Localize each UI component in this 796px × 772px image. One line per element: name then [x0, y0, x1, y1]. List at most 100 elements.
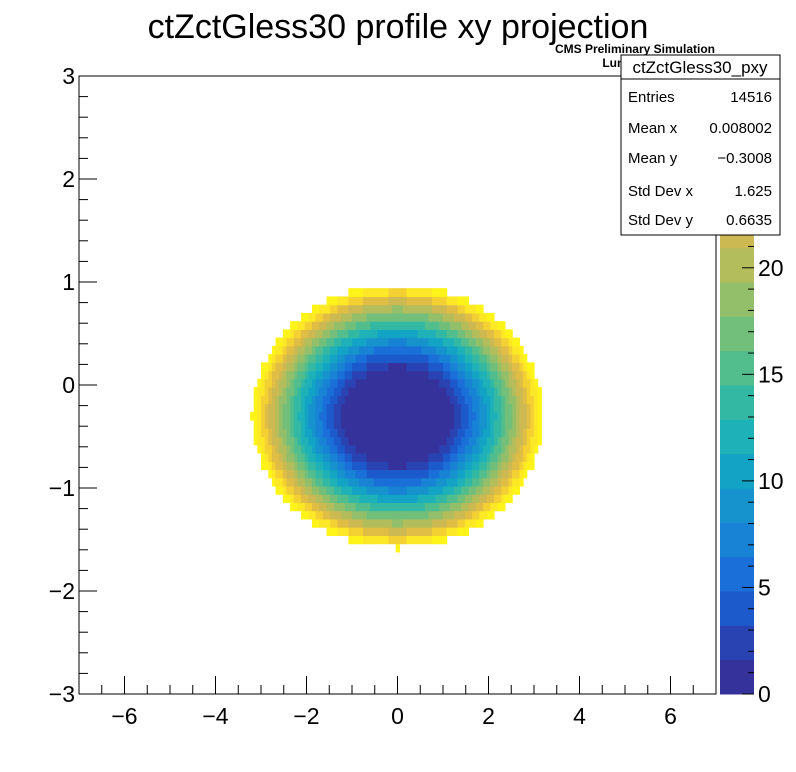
heatmap-cell: [344, 312, 349, 322]
heatmap-cell: [384, 510, 389, 520]
heatmap-cell: [410, 288, 415, 298]
heatmap-cell: [534, 428, 539, 438]
heatmap-cell: [472, 428, 477, 438]
heatmap-cell: [523, 411, 528, 421]
heatmap-cell: [483, 378, 488, 388]
heatmap-cell: [421, 411, 426, 421]
heatmap-cell: [344, 395, 349, 405]
heatmap-cell: [479, 469, 484, 479]
heatmap-cell: [450, 461, 455, 471]
palette-swatch: [720, 659, 754, 695]
heatmap-cell: [490, 321, 495, 330]
heatmap-cell: [399, 494, 404, 504]
heatmap-cell: [384, 494, 389, 504]
heatmap-cell: [446, 527, 451, 536]
heatmap-cell: [446, 378, 451, 388]
heatmap-cell: [479, 485, 484, 495]
heatmap-cell: [377, 337, 382, 347]
heatmap-cell: [366, 518, 371, 528]
heatmap-cell: [264, 420, 269, 429]
heatmap-cell: [432, 395, 437, 405]
heatmap-cell: [366, 378, 371, 388]
heatmap-cell: [417, 477, 422, 487]
heatmap-cell: [399, 477, 404, 487]
heatmap-cell: [461, 362, 466, 372]
heatmap-cell: [475, 304, 480, 314]
x-tick-label: −2: [293, 703, 319, 729]
heatmap-cell: [290, 420, 295, 429]
heatmap-cell: [523, 378, 528, 388]
heatmap-cell: [326, 387, 331, 396]
heatmap-cell: [479, 337, 484, 347]
heatmap-cell: [279, 395, 284, 405]
heatmap-cell: [337, 494, 342, 504]
heatmap-cell: [355, 485, 360, 495]
heatmap-cell: [464, 304, 470, 314]
heatmap-cell: [366, 387, 371, 396]
heatmap-cell: [443, 354, 448, 363]
heatmap-cell: [439, 485, 444, 495]
heatmap-cell: [453, 312, 459, 322]
heatmap-cell: [501, 469, 506, 479]
heatmap-cell: [432, 370, 437, 380]
heatmap-cell: [475, 428, 480, 438]
heatmap-cell: [504, 444, 510, 454]
heatmap-cell: [384, 469, 389, 479]
heatmap-cell: [512, 452, 517, 462]
heatmap-cell: [475, 461, 480, 471]
heatmap-cell: [453, 477, 459, 487]
heatmap-cell: [311, 452, 317, 462]
heatmap-cell: [421, 469, 426, 479]
stats-value-stddev-y: 0.6635: [726, 212, 772, 229]
heatmap-cell: [406, 485, 411, 495]
heatmap-cell: [453, 395, 459, 405]
heatmap-cell: [348, 345, 353, 355]
heatmap-cell: [435, 321, 440, 330]
heatmap-cell: [362, 510, 368, 520]
heatmap-cell: [275, 436, 280, 446]
heatmap-cell: [461, 312, 466, 322]
heatmap-cell: [450, 527, 455, 536]
heatmap-cell: [402, 452, 408, 462]
heatmap-cell: [428, 436, 433, 446]
heatmap-cell: [453, 436, 459, 446]
heatmap-cell: [457, 461, 462, 471]
heatmap-cell: [275, 411, 280, 421]
heatmap-cell: [410, 411, 415, 421]
heatmap-cell: [322, 494, 328, 504]
heatmap-cell: [461, 428, 466, 438]
heatmap-cell: [304, 477, 309, 487]
heatmap-cell: [421, 444, 426, 454]
y-tick-label: −2: [49, 578, 75, 604]
heatmap-cell: [472, 461, 477, 471]
heatmap-cell: [443, 428, 448, 438]
heatmap-cell: [362, 354, 368, 363]
heatmap-cell: [355, 444, 360, 454]
heatmap-cell: [381, 510, 386, 520]
heatmap-cell: [501, 345, 506, 355]
heatmap-cell: [381, 378, 386, 388]
heatmap-cell: [402, 329, 408, 339]
heatmap-cell: [377, 354, 382, 363]
heatmap-cell: [373, 510, 379, 520]
heatmap-cell: [410, 510, 415, 520]
heatmap-cell: [421, 354, 426, 363]
heatmap-cell: [515, 477, 521, 487]
heatmap-cell: [439, 354, 444, 363]
heatmap-cell: [293, 345, 298, 355]
heatmap-cell: [428, 535, 433, 545]
heatmap-cell: [486, 502, 491, 512]
heatmap-cell: [315, 345, 320, 355]
heatmap-cell: [384, 395, 389, 405]
heatmap-cell: [282, 420, 288, 429]
heatmap-cell: [475, 378, 480, 388]
heatmap-cell: [341, 461, 346, 471]
heatmap-cell: [486, 354, 491, 363]
heatmap-cell: [457, 304, 462, 314]
heatmap-cell: [392, 452, 397, 462]
heatmap-cell: [417, 403, 422, 413]
heatmap-cell: [293, 469, 298, 479]
heatmap-cell: [508, 370, 513, 380]
heatmap-cell: [486, 436, 491, 446]
heatmap-cell: [370, 436, 375, 446]
